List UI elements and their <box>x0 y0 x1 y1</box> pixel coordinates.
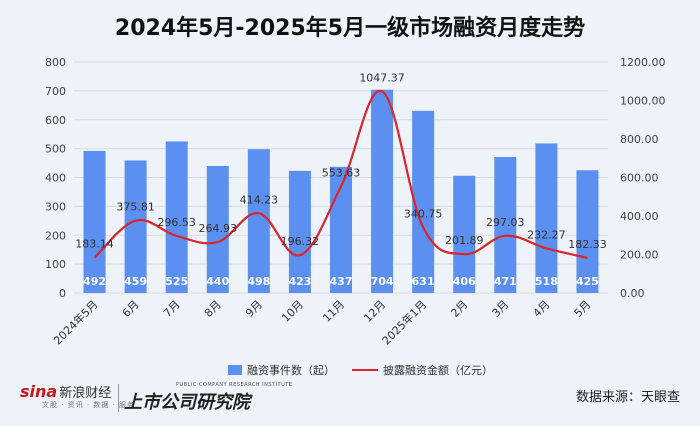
legend-line-label: 披露融资金额（亿元） <box>383 364 493 377</box>
legend: 融资事件数（起） 披露融资金额（亿元） <box>0 362 700 378</box>
bar <box>206 165 229 293</box>
bar <box>288 170 311 293</box>
x-tick-label: 2月 <box>448 298 470 320</box>
sina-brand: sina <box>20 382 58 401</box>
line-data-label: 297.03 <box>486 216 525 229</box>
line-data-label: 375.81 <box>116 201 155 214</box>
bar-data-label: 406 <box>453 275 476 288</box>
y-left-tick-label: 700 <box>45 85 66 98</box>
footer: sina 新浪财经 文股 · 资讯 · 数据 · 服务 PUBLIC COMPAN… <box>0 380 700 420</box>
y-right-tick-label: 400.00 <box>620 210 659 223</box>
bar-data-label: 437 <box>330 275 353 288</box>
y-right-tick-label: 0.00 <box>620 287 645 300</box>
x-tick-label: 2025年1月 <box>379 297 429 347</box>
bar-data-label: 440 <box>206 275 229 288</box>
bar <box>412 110 435 293</box>
institute-name: 上市公司研究院 <box>124 392 250 413</box>
bar-data-label: 631 <box>412 275 435 288</box>
legend-line-swatch <box>352 369 378 371</box>
y-right-tick-label: 800.00 <box>620 133 659 146</box>
x-tick-label: 7月 <box>161 298 183 320</box>
bar <box>247 149 270 293</box>
y-right-tick-label: 200.00 <box>620 249 659 262</box>
y-left-tick-label: 200 <box>45 229 66 242</box>
bar-data-label: 704 <box>371 275 394 288</box>
y-left-tick-label: 600 <box>45 114 66 127</box>
line-data-label: 414.23 <box>240 193 279 206</box>
bar-data-label: 492 <box>83 275 106 288</box>
line-data-label: 296.53 <box>157 216 196 229</box>
line-data-label: 183.14 <box>75 238 114 251</box>
sina-logo: sina 新浪财经 文股 · 资讯 · 数据 · 服务 <box>20 382 135 410</box>
bar <box>124 160 147 293</box>
line-data-label: 201.89 <box>445 234 484 247</box>
y-right-tick-label: 1200.00 <box>620 56 666 69</box>
bar <box>494 156 517 293</box>
line-data-label: 553.63 <box>322 166 361 179</box>
institute-subtitle: PUBLIC COMPANY RESEARCH INSTITUTE <box>176 382 293 388</box>
x-tick-label: 2024年5月 <box>50 297 100 347</box>
y-left-tick-label: 100 <box>45 258 66 271</box>
y-left-tick-label: 400 <box>45 172 66 185</box>
bar <box>453 175 476 293</box>
institute-logo: PUBLIC COMPANY RESEARCH INSTITUTE 上市公司研究… <box>124 382 292 414</box>
x-tick-label: 5月 <box>572 298 594 320</box>
bar-data-label: 471 <box>494 275 517 288</box>
line-data-label: 182.33 <box>568 238 607 251</box>
bar <box>535 143 558 293</box>
x-tick-label: 11月 <box>320 298 347 325</box>
bar <box>83 150 106 293</box>
line-series-amount <box>93 90 588 259</box>
bar <box>165 141 188 293</box>
bar-data-label: 425 <box>576 275 599 288</box>
bar-data-label: 423 <box>288 275 311 288</box>
line-data-label: 196.32 <box>281 235 320 248</box>
y-right-tick-label: 1000.00 <box>620 95 666 108</box>
line-data-label: 264.93 <box>199 222 238 235</box>
legend-bar-label: 融资事件数（起） <box>247 364 335 377</box>
y-left-tick-label: 0 <box>59 287 66 300</box>
y-left-tick-label: 500 <box>45 143 66 156</box>
footer-divider <box>118 384 119 412</box>
x-tick-label: 8月 <box>202 298 224 320</box>
bar-data-label: 525 <box>165 275 188 288</box>
x-tick-label: 9月 <box>243 298 265 320</box>
data-source: 数据来源：天眼查 <box>575 390 680 405</box>
x-tick-label: 6月 <box>120 298 142 320</box>
x-tick-label: 4月 <box>531 298 553 320</box>
bar-data-label: 498 <box>247 275 270 288</box>
x-tick-label: 3月 <box>490 298 512 320</box>
sina-cn-name: 新浪财经 <box>59 386 112 401</box>
y-right-tick-label: 600.00 <box>620 172 659 185</box>
line-data-label: 232.27 <box>527 228 566 241</box>
bar-data-label: 459 <box>124 275 147 288</box>
legend-bar-swatch <box>228 365 242 375</box>
y-left-tick-label: 300 <box>45 200 66 213</box>
x-tick-label: 12月 <box>361 298 388 325</box>
bar <box>371 89 394 293</box>
bar <box>576 170 599 293</box>
line-data-label: 340.75 <box>404 207 443 220</box>
y-left-tick-label: 800 <box>45 56 66 69</box>
x-tick-label: 10月 <box>279 298 306 325</box>
legend-item-line: 披露融资金额（亿元） <box>352 362 493 378</box>
bar-data-label: 518 <box>535 275 558 288</box>
line-data-label: 1047.37 <box>359 71 405 84</box>
sina-subtitle: 文股 · 资讯 · 数据 · 服务 <box>42 401 136 409</box>
chart-title: 2024年5月-2025年5月一级市场融资月度走势 <box>114 16 586 41</box>
legend-item-bar: 融资事件数（起） <box>228 362 335 378</box>
